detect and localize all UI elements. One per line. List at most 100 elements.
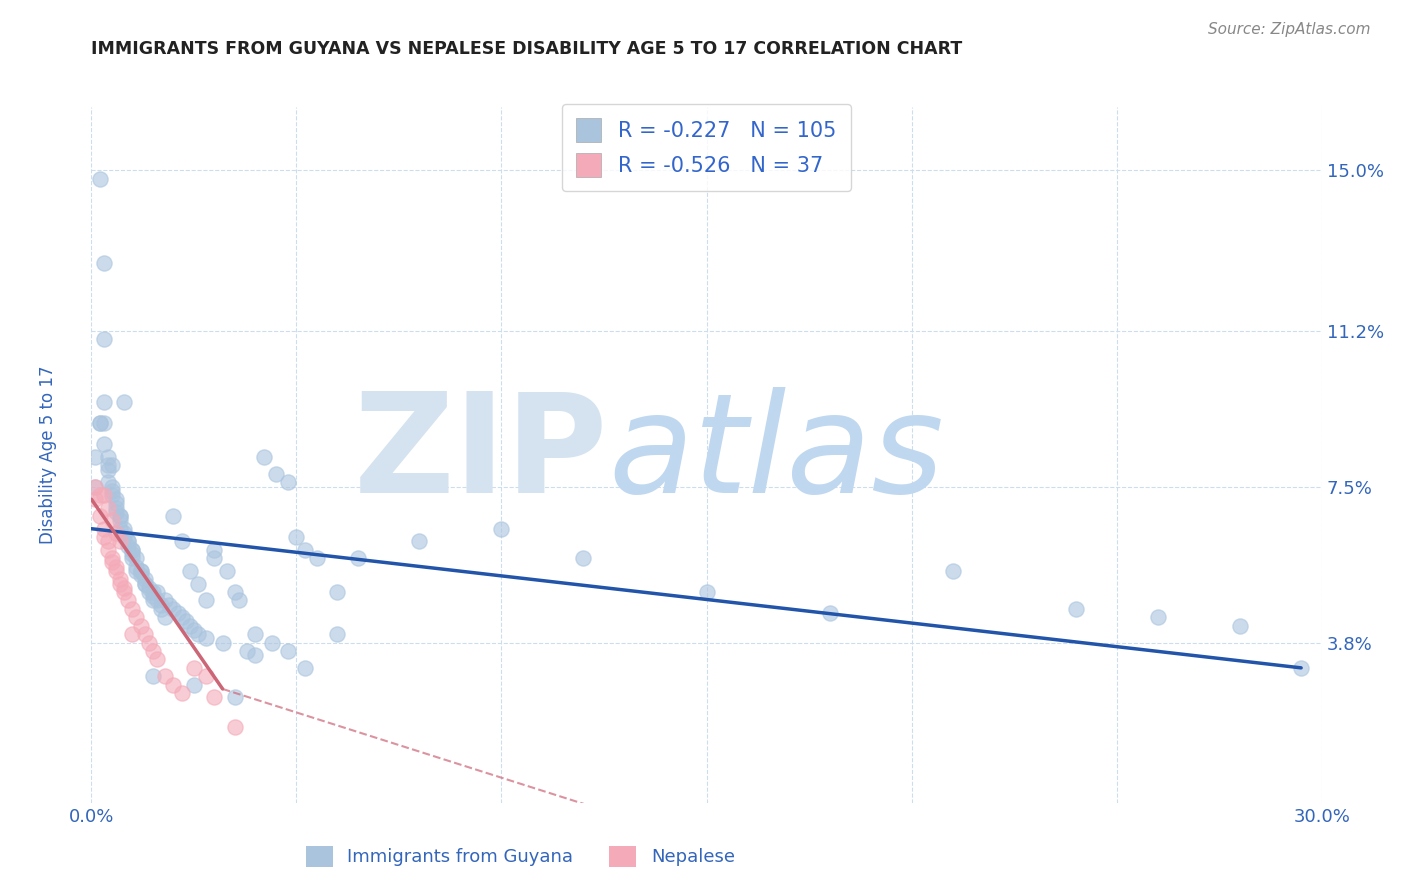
Point bbox=[294, 542, 316, 557]
Point bbox=[93, 332, 115, 346]
Point bbox=[195, 669, 218, 683]
Point bbox=[170, 610, 193, 624]
Point bbox=[202, 542, 225, 557]
Point bbox=[121, 542, 143, 557]
Point bbox=[101, 556, 124, 570]
Legend: Immigrants from Guyana, Nepalese: Immigrants from Guyana, Nepalese bbox=[298, 838, 742, 874]
Point bbox=[146, 585, 169, 599]
Point bbox=[195, 632, 218, 646]
Point bbox=[146, 593, 169, 607]
Point bbox=[138, 581, 160, 595]
Point bbox=[1229, 618, 1251, 632]
Point bbox=[93, 395, 115, 409]
Point bbox=[183, 661, 205, 675]
Point bbox=[179, 564, 201, 578]
Point bbox=[142, 593, 165, 607]
Text: IMMIGRANTS FROM GUYANA VS NEPALESE DISABILITY AGE 5 TO 17 CORRELATION CHART: IMMIGRANTS FROM GUYANA VS NEPALESE DISAB… bbox=[91, 40, 963, 58]
Point bbox=[129, 564, 152, 578]
Point bbox=[93, 488, 115, 502]
Point bbox=[170, 534, 193, 549]
Point bbox=[228, 593, 250, 607]
Point bbox=[408, 534, 430, 549]
Point bbox=[153, 669, 177, 683]
Point bbox=[129, 564, 152, 578]
Point bbox=[101, 513, 124, 527]
Point bbox=[112, 581, 135, 595]
Point bbox=[146, 652, 169, 666]
Point bbox=[202, 551, 225, 566]
Point bbox=[101, 551, 124, 566]
Point bbox=[97, 475, 120, 490]
Point bbox=[125, 610, 148, 624]
Point bbox=[134, 572, 156, 586]
Point bbox=[134, 627, 156, 641]
Point bbox=[108, 509, 131, 524]
Point bbox=[121, 547, 143, 561]
Point bbox=[125, 564, 148, 578]
Point bbox=[138, 585, 160, 599]
Point bbox=[125, 551, 148, 566]
Point bbox=[253, 450, 276, 464]
Point bbox=[150, 598, 173, 612]
Point bbox=[117, 534, 139, 549]
Point bbox=[1064, 602, 1087, 616]
Point bbox=[162, 602, 184, 616]
Point bbox=[105, 559, 127, 574]
Point bbox=[138, 635, 160, 649]
Point bbox=[89, 171, 111, 186]
Point bbox=[112, 395, 135, 409]
Point bbox=[224, 720, 246, 734]
Point bbox=[117, 593, 139, 607]
Point bbox=[101, 458, 124, 473]
Point bbox=[162, 678, 184, 692]
Point bbox=[285, 530, 308, 544]
Point bbox=[277, 475, 299, 490]
Point bbox=[117, 539, 139, 553]
Point bbox=[117, 534, 139, 549]
Point bbox=[236, 644, 259, 658]
Text: ZIP: ZIP bbox=[354, 387, 607, 523]
Point bbox=[187, 576, 209, 591]
Text: atlas: atlas bbox=[607, 387, 943, 523]
Point bbox=[224, 690, 246, 705]
Point bbox=[572, 551, 595, 566]
Legend: R = -0.227   N = 105, R = -0.526   N = 37: R = -0.227 N = 105, R = -0.526 N = 37 bbox=[562, 103, 851, 191]
Text: Source: ZipAtlas.com: Source: ZipAtlas.com bbox=[1208, 22, 1371, 37]
Point bbox=[121, 627, 143, 641]
Point bbox=[105, 564, 127, 578]
Point bbox=[211, 635, 233, 649]
Point bbox=[277, 644, 299, 658]
Point bbox=[121, 542, 143, 557]
Point bbox=[84, 492, 107, 507]
Point bbox=[142, 644, 165, 658]
Point bbox=[105, 496, 127, 510]
Point bbox=[942, 564, 965, 578]
Point bbox=[108, 513, 131, 527]
Point bbox=[93, 530, 115, 544]
Point bbox=[105, 492, 127, 507]
Point bbox=[245, 627, 267, 641]
Point bbox=[260, 635, 283, 649]
Point bbox=[121, 602, 143, 616]
Point bbox=[108, 522, 131, 536]
Point bbox=[1289, 661, 1312, 675]
Point bbox=[89, 509, 111, 524]
Point bbox=[142, 585, 165, 599]
Point bbox=[174, 615, 197, 629]
Point bbox=[97, 542, 120, 557]
Point bbox=[157, 598, 180, 612]
Point bbox=[105, 500, 127, 515]
Point bbox=[112, 585, 135, 599]
Point bbox=[101, 488, 124, 502]
Point bbox=[101, 483, 124, 498]
Point bbox=[695, 585, 717, 599]
Point bbox=[215, 564, 238, 578]
Text: Disability Age 5 to 17: Disability Age 5 to 17 bbox=[39, 366, 58, 544]
Point bbox=[93, 417, 115, 431]
Point bbox=[202, 690, 225, 705]
Point bbox=[84, 479, 107, 493]
Point bbox=[108, 534, 131, 549]
Point bbox=[326, 627, 349, 641]
Point bbox=[195, 593, 218, 607]
Point bbox=[162, 509, 184, 524]
